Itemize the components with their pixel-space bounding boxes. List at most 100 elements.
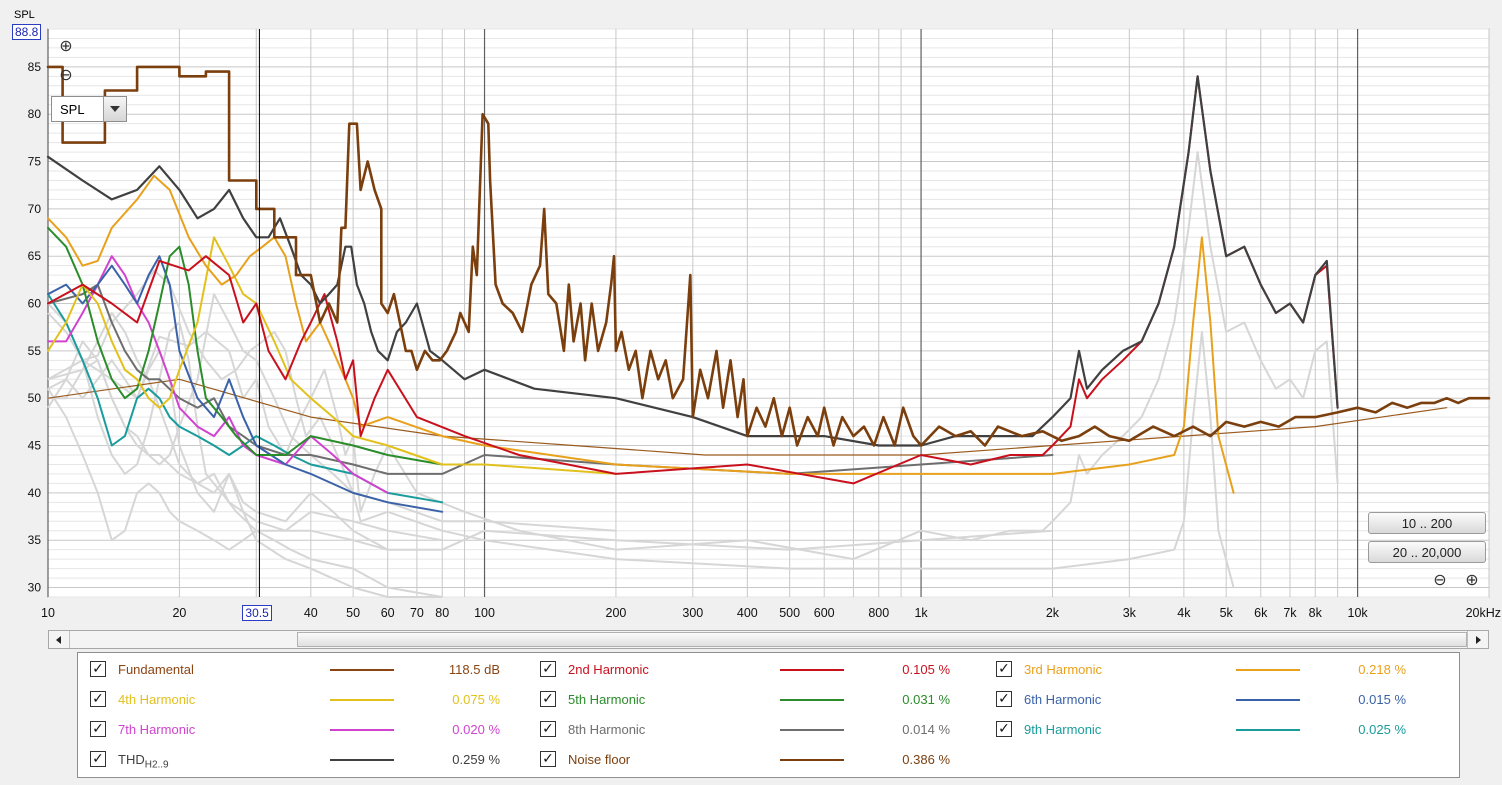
legend-checkbox[interactable]: ✓	[996, 661, 1012, 677]
harmonic-residual-trace	[47, 388, 443, 598]
legend-checkbox[interactable]: ✓	[90, 751, 106, 767]
legend-label: 9th Harmonic	[1024, 722, 1102, 737]
legend-checkbox[interactable]: ✓	[90, 661, 106, 677]
legend-value: 0.386 %	[902, 752, 950, 767]
legend-label: 7th Harmonic	[118, 722, 196, 737]
series-line-7th-harmonic	[47, 255, 389, 494]
legend-line-swatch	[330, 669, 394, 671]
legend-item-5th-harmonic[interactable]: ✓ 5th Harmonic 0.031 %	[540, 691, 960, 711]
y-tick-label: 85	[28, 60, 42, 74]
x-tick-label: 20	[172, 606, 186, 620]
harmonic-residual-trace	[47, 269, 1235, 588]
zoom-out-icon[interactable]: ⊖	[1433, 570, 1447, 589]
x-tick-label: 4k	[1177, 606, 1191, 620]
scrollbar-thumb[interactable]	[297, 632, 1467, 647]
legend-value: 0.014 %	[902, 722, 950, 737]
legend-value: 0.259 %	[452, 752, 500, 767]
x-tick-label: 6k	[1254, 606, 1268, 620]
x-tick-label: 20kHz	[1466, 606, 1501, 620]
legend-line-swatch	[780, 699, 844, 701]
legend-line-swatch	[330, 699, 394, 701]
distortion-plot[interactable]: 85 80 75 70 65 60 55 50 45 40 35 30 10 20 40 50 60 70 80 10…	[0, 0, 1502, 630]
legend-value: 0.025 %	[1358, 722, 1406, 737]
legend-label: 3rd Harmonic	[1024, 662, 1103, 677]
chevron-down-icon[interactable]	[103, 97, 126, 121]
y-tick-label: 55	[28, 344, 42, 358]
x-tick-label: 1k	[914, 606, 928, 620]
legend-label: THDH2..9	[118, 752, 169, 771]
legend-checkbox[interactable]: ✓	[540, 751, 556, 767]
x-tick-label: 50	[346, 606, 360, 620]
x-tick-label: 5k	[1220, 606, 1234, 620]
y-tick-label: 40	[28, 486, 42, 500]
legend-item-8th-harmonic[interactable]: ✓ 8th Harmonic 0.014 %	[540, 721, 960, 741]
zoom-in-icon[interactable]: ⊕	[59, 36, 73, 55]
legend-label-subscript: H2..9	[144, 759, 169, 771]
cursor-x-readout: 30.5	[242, 605, 272, 621]
y-axis-title: SPL	[14, 9, 35, 21]
legend-checkbox[interactable]: ✓	[90, 721, 106, 737]
range-20-20000-button[interactable]: 20 .. 20,000	[1368, 541, 1486, 563]
x-tick-label: 80	[435, 606, 449, 620]
legend-value: 0.031 %	[902, 692, 950, 707]
series-line-6th-harmonic	[47, 255, 444, 513]
legend-label: 6th Harmonic	[1024, 692, 1102, 707]
x-tick-label: 8k	[1309, 606, 1323, 620]
horizontal-scrollbar[interactable]	[48, 630, 1489, 649]
legend-checkbox[interactable]: ✓	[996, 721, 1012, 737]
scroll-left-icon[interactable]	[49, 631, 70, 648]
legend-line-swatch	[1236, 669, 1300, 671]
y-tick-label: 45	[28, 439, 42, 453]
legend-item-thd[interactable]: ✓ THDH2..9 0.259 %	[90, 751, 510, 771]
legend-value: 0.075 %	[452, 692, 500, 707]
range-10-200-button[interactable]: 10 .. 200	[1368, 512, 1486, 534]
x-tick-label: 500	[779, 606, 800, 620]
legend-label: 5th Harmonic	[568, 692, 646, 707]
y-tick-label: 70	[28, 202, 42, 216]
legend-value: 118.5 dB	[448, 662, 500, 677]
x-tick-label: 2k	[1046, 606, 1060, 620]
legend-item-2nd-harmonic[interactable]: ✓ 2nd Harmonic 0.105 %	[540, 661, 960, 681]
x-tick-label: 10k	[1348, 606, 1369, 620]
legend-checkbox[interactable]: ✓	[90, 691, 106, 707]
legend-label: Noise floor	[568, 752, 631, 767]
y-tick-label: 50	[28, 391, 42, 405]
x-tick-label: 40	[304, 606, 318, 620]
legend-item-fundamental[interactable]: ✓ Fundamental 118.5 dB	[90, 661, 510, 681]
legend-item-9th-harmonic[interactable]: ✓ 9th Harmonic 0.025 %	[996, 721, 1416, 741]
legend-item-7th-harmonic[interactable]: ✓ 7th Harmonic 0.020 %	[90, 721, 510, 741]
series-line-4th-harmonic	[47, 236, 617, 475]
legend-checkbox[interactable]: ✓	[540, 691, 556, 707]
x-tick-label: 100	[474, 606, 495, 620]
legend-label: 8th Harmonic	[568, 722, 646, 737]
x-tick-label: 10	[41, 606, 55, 620]
legend-checkbox[interactable]: ✓	[540, 661, 556, 677]
legend-item-3rd-harmonic[interactable]: ✓ 3rd Harmonic 0.218 %	[996, 661, 1416, 681]
legend-line-swatch	[330, 759, 394, 761]
legend-item-4th-harmonic[interactable]: ✓ 4th Harmonic 0.075 %	[90, 691, 510, 711]
legend-value: 0.105 %	[902, 662, 950, 677]
x-tick-label: 70	[410, 606, 424, 620]
legend-label: Fundamental	[118, 662, 194, 677]
series-line-9th-harmonic	[47, 293, 444, 504]
legend-line-swatch	[780, 669, 844, 671]
zoom-out-icon[interactable]: ⊖	[59, 65, 73, 84]
legend-checkbox[interactable]: ✓	[540, 721, 556, 737]
legend-item-noise-floor[interactable]: ✓ Noise floor 0.386 %	[540, 751, 960, 771]
y-axis-select-value: SPL	[60, 102, 85, 117]
x-tick-label: 300	[682, 606, 703, 620]
x-tick-label: 800	[868, 606, 889, 620]
x-tick-label: 3k	[1123, 606, 1137, 620]
series-line-fundamental	[46, 65, 1491, 447]
scroll-right-icon[interactable]	[1467, 631, 1488, 648]
legend-item-6th-harmonic[interactable]: ✓ 6th Harmonic 0.015 %	[996, 691, 1416, 711]
x-tick-label: 400	[737, 606, 758, 620]
zoom-in-icon[interactable]: ⊕	[1465, 570, 1479, 589]
y-tick-label: 65	[28, 249, 42, 263]
y-axis-select[interactable]: SPL	[51, 96, 127, 122]
legend-line-swatch	[780, 729, 844, 731]
legend-line-swatch	[330, 729, 394, 731]
x-tick-label: 60	[381, 606, 395, 620]
legend-line-swatch	[780, 759, 844, 761]
legend-checkbox[interactable]: ✓	[996, 691, 1012, 707]
